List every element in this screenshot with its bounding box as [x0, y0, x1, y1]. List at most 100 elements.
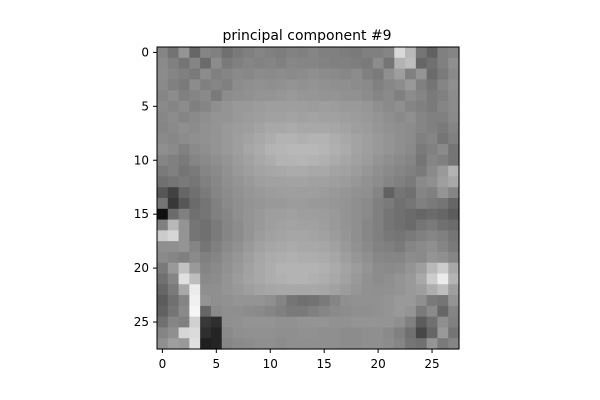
heatmap-cell-r22-c23 — [405, 284, 416, 295]
heatmap-cell-r24-c12 — [286, 306, 297, 317]
heatmap-cell-r23-c21 — [384, 295, 395, 306]
heatmap-cell-r5-c14 — [308, 101, 319, 112]
heatmap-cell-r25-c20 — [373, 317, 384, 328]
heatmap-cell-r12-c2 — [179, 176, 190, 187]
heatmap-cell-r0-c5 — [211, 47, 222, 58]
heatmap-cell-r14-c20 — [373, 198, 384, 209]
heatmap-cell-r20-c17 — [340, 263, 351, 274]
heatmap-cell-r18-c15 — [319, 241, 330, 252]
heatmap-cell-r6-c15 — [319, 112, 330, 123]
heatmap-cell-r0-c9 — [254, 47, 265, 58]
heatmap-cell-r0-c22 — [394, 47, 405, 58]
heatmap-cell-r21-c3 — [189, 274, 200, 285]
heatmap-cell-r12-c9 — [254, 176, 265, 187]
heatmap-cell-r6-c17 — [340, 112, 351, 123]
heatmap-cell-r5-c18 — [351, 101, 362, 112]
heatmap-cell-r14-c11 — [276, 198, 287, 209]
heatmap-cell-r18-c9 — [254, 241, 265, 252]
heatmap-cell-r5-c12 — [286, 101, 297, 112]
heatmap-cell-r20-c0 — [157, 263, 168, 274]
y-tick-label-25: 25 — [134, 315, 149, 329]
heatmap-cell-r27-c23 — [405, 338, 416, 349]
heatmap-cell-r20-c22 — [394, 263, 405, 274]
heatmap-cell-r26-c23 — [405, 327, 416, 338]
heatmap-cell-r2-c20 — [373, 69, 384, 80]
heatmap-cell-r8-c18 — [351, 133, 362, 144]
heatmap-cell-r3-c5 — [211, 79, 222, 90]
heatmap-cell-r9-c23 — [405, 144, 416, 155]
heatmap-cell-r26-c27 — [448, 327, 459, 338]
heatmap-cell-r25-c11 — [276, 317, 287, 328]
heatmap-cell-r10-c21 — [384, 155, 395, 166]
heatmap-cell-r15-c25 — [427, 209, 438, 220]
heatmap-cell-r9-c2 — [179, 144, 190, 155]
heatmap-cell-r18-c14 — [308, 241, 319, 252]
heatmap-cell-r2-c4 — [200, 69, 211, 80]
heatmap-cell-r2-c14 — [308, 69, 319, 80]
heatmap-cell-r22-c2 — [179, 284, 190, 295]
x-tick-label-0: 0 — [159, 357, 167, 371]
heatmap-cell-r5-c19 — [362, 101, 373, 112]
heatmap-cell-r9-c3 — [189, 144, 200, 155]
heatmap-cell-r23-c2 — [179, 295, 190, 306]
heatmap-cell-r16-c13 — [297, 220, 308, 231]
heatmap-cell-r18-c12 — [286, 241, 297, 252]
heatmap-cell-r4-c12 — [286, 90, 297, 101]
heatmap-cell-r7-c16 — [330, 123, 341, 134]
heatmap-cell-r9-c5 — [211, 144, 222, 155]
heatmap-cell-r21-c22 — [394, 274, 405, 285]
heatmap-cell-r6-c22 — [394, 112, 405, 123]
heatmap-cell-r10-c5 — [211, 155, 222, 166]
heatmap-cell-r2-c26 — [437, 69, 448, 80]
heatmap-cell-r4-c3 — [189, 90, 200, 101]
heatmap-cell-r24-c4 — [200, 306, 211, 317]
heatmap-cell-r14-c4 — [200, 198, 211, 209]
heatmap-cell-r1-c6 — [222, 58, 233, 69]
heatmap-cell-r12-c21 — [384, 176, 395, 187]
heatmap-cell-r9-c21 — [384, 144, 395, 155]
heatmap-cell-r7-c20 — [373, 123, 384, 134]
heatmap-cell-r9-c24 — [416, 144, 427, 155]
heatmap-cell-r21-c4 — [200, 274, 211, 285]
heatmap-cell-r18-c17 — [340, 241, 351, 252]
heatmap-cell-r2-c15 — [319, 69, 330, 80]
heatmap-cell-r22-c19 — [362, 284, 373, 295]
heatmap-cell-r9-c14 — [308, 144, 319, 155]
heatmap-cell-r12-c25 — [427, 176, 438, 187]
heatmap-cell-r25-c23 — [405, 317, 416, 328]
heatmap-cell-r27-c24 — [416, 338, 427, 349]
heatmap-cell-r8-c11 — [276, 133, 287, 144]
heatmap-cell-r0-c6 — [222, 47, 233, 58]
heatmap-cell-r19-c9 — [254, 252, 265, 263]
heatmap-cell-r17-c16 — [330, 230, 341, 241]
heatmap-cell-r10-c7 — [233, 155, 244, 166]
heatmap-cell-r10-c25 — [427, 155, 438, 166]
heatmap-cell-r15-c9 — [254, 209, 265, 220]
heatmap-cell-r21-c20 — [373, 274, 384, 285]
heatmap-cell-r12-c11 — [276, 176, 287, 187]
heatmap-cell-r14-c6 — [222, 198, 233, 209]
heatmap-cell-r24-c19 — [362, 306, 373, 317]
heatmap-cell-r19-c21 — [384, 252, 395, 263]
heatmap-cell-r26-c22 — [394, 327, 405, 338]
heatmap-cell-r4-c27 — [448, 90, 459, 101]
heatmap-cell-r12-c20 — [373, 176, 384, 187]
heatmap-cell-r1-c23 — [405, 58, 416, 69]
heatmap-cell-r11-c24 — [416, 166, 427, 177]
heatmap-cell-r3-c8 — [243, 79, 254, 90]
heatmap-cell-r0-c3 — [189, 47, 200, 58]
heatmap-cell-r0-c2 — [179, 47, 190, 58]
heatmap-cell-r7-c12 — [286, 123, 297, 134]
heatmap-cell-r5-c23 — [405, 101, 416, 112]
heatmap-cell-r27-c1 — [168, 338, 179, 349]
heatmap-cell-r25-c1 — [168, 317, 179, 328]
heatmap-cell-r15-c24 — [416, 209, 427, 220]
heatmap-cell-r19-c24 — [416, 252, 427, 263]
heatmap-cell-r27-c10 — [265, 338, 276, 349]
heatmap-cell-r5-c0 — [157, 101, 168, 112]
heatmap-cell-r20-c23 — [405, 263, 416, 274]
heatmap-cell-r9-c6 — [222, 144, 233, 155]
heatmap-cell-r16-c9 — [254, 220, 265, 231]
heatmap-cell-r15-c8 — [243, 209, 254, 220]
heatmap-cell-r7-c27 — [448, 123, 459, 134]
